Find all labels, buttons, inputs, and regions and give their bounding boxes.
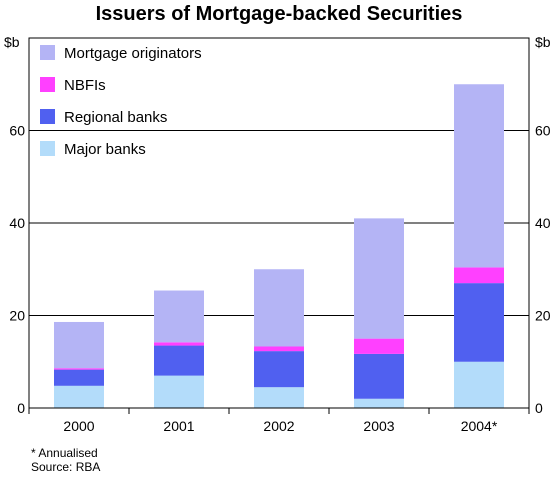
bar-2000-mortgage-originators: [54, 321, 104, 369]
legend-swatch-major-banks: [40, 141, 55, 156]
x-tick-label: 2002: [263, 418, 294, 434]
bar-2001-mortgage-originators: [154, 290, 204, 343]
bar-2004*-regional-banks: [454, 283, 504, 362]
x-tick-label: 2001: [163, 418, 194, 434]
y-tick-label-left: 60: [9, 123, 25, 139]
bar-2002-major-banks: [254, 387, 304, 408]
y-tick-label-right: 40: [535, 215, 551, 231]
bar-2002-regional-banks: [254, 351, 304, 388]
chart-title: Issuers of Mortgage-backed Securities: [96, 3, 463, 25]
bar-2001-nbfis: [154, 342, 204, 346]
bar-2001-major-banks: [154, 375, 204, 408]
bar-2002-nbfis: [254, 346, 304, 352]
bar-2000-major-banks: [54, 385, 104, 408]
bar-2000-nbfis: [54, 368, 104, 370]
footnote-source: Source: RBA: [31, 460, 100, 474]
bar-2003-major-banks: [354, 398, 404, 408]
legend: Mortgage originators NBFIs Regional banks M…: [40, 45, 202, 158]
y-tick-label-left: 0: [17, 400, 25, 416]
bar-2003-regional-banks: [354, 353, 404, 399]
y-tick-label-right: 0: [535, 400, 543, 416]
legend-label-nbfis: NBFIs: [64, 77, 106, 94]
y-tick-label-left: 40: [9, 215, 25, 231]
x-tick-label: 2000: [63, 418, 94, 434]
bar-2004*-mortgage-originators: [454, 84, 504, 268]
legend-swatch-regional-banks: [40, 109, 55, 124]
footnote-annualised: * Annualised: [31, 446, 98, 460]
y-tick-labels-right: 0 20 40 60: [535, 123, 551, 417]
bars: [54, 84, 504, 408]
y-axis-unit-right: $b: [535, 34, 551, 50]
bar-2002-mortgage-originators: [254, 269, 304, 347]
bar-2000-regional-banks: [54, 369, 104, 386]
y-tick-label-right: 20: [535, 308, 551, 324]
bar-2004*-nbfis: [454, 267, 504, 284]
legend-swatch-nbfis: [40, 77, 55, 92]
bar-2003-mortgage-originators: [354, 218, 404, 339]
bar-2001-regional-banks: [154, 345, 204, 376]
x-ticks: 2000 2001 2002 2003 2004*: [28, 408, 530, 434]
y-axis-unit-left: $b: [4, 34, 20, 50]
y-tick-labels-left: 0 20 40 60: [9, 123, 25, 417]
bar-2003-nbfis: [354, 338, 404, 354]
x-tick-label: 2004*: [461, 418, 498, 434]
legend-label-regional-banks: Regional banks: [64, 109, 167, 126]
bar-2004*-major-banks: [454, 361, 504, 408]
y-tick-label-right: 60: [535, 123, 551, 139]
legend-label-mortgage-originators: Mortgage originators: [64, 45, 202, 62]
y-tick-label-left: 20: [9, 308, 25, 324]
legend-label-major-banks: Major banks: [64, 141, 146, 158]
x-tick-label: 2003: [363, 418, 394, 434]
legend-swatch-mortgage-originators: [40, 45, 55, 60]
